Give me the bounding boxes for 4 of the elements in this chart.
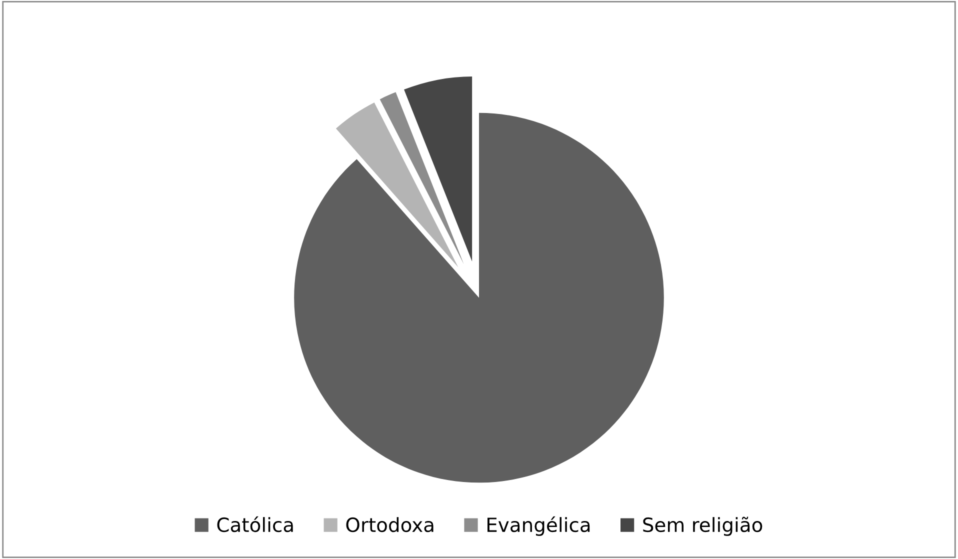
legend-label: Católica xyxy=(217,516,293,532)
legend-label: Evangélica xyxy=(488,516,590,536)
legend-label: Sem religião xyxy=(643,516,762,536)
legend-label: Ortodoxa xyxy=(346,517,434,532)
